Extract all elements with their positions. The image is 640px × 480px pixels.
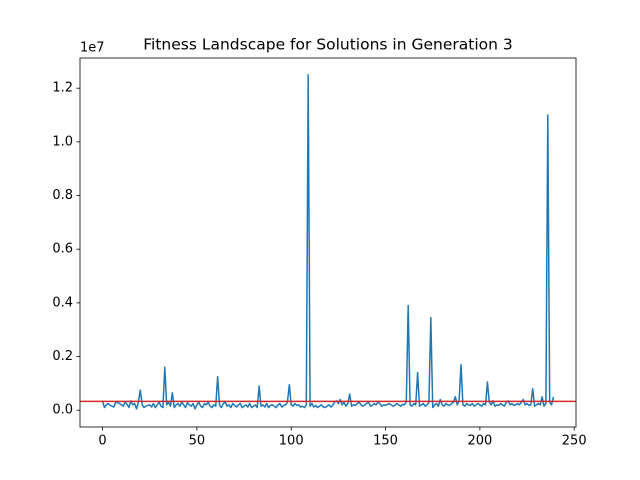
x-tick-label: 50 bbox=[189, 434, 206, 449]
y-tick-label: 1.0 bbox=[52, 134, 73, 149]
y-tick-label: 0.4 bbox=[52, 295, 73, 310]
y-tick-label: 0.8 bbox=[52, 188, 73, 203]
y-tick-label: 1.2 bbox=[52, 81, 73, 96]
x-tick-label: 150 bbox=[373, 434, 398, 449]
y-tick-label: 0.2 bbox=[52, 349, 73, 364]
axes-frame bbox=[79, 57, 577, 428]
y-tick-label: 0.6 bbox=[52, 242, 73, 257]
x-tick-label: 200 bbox=[467, 434, 492, 449]
x-tick-label: 250 bbox=[562, 434, 587, 449]
x-tick-label: 100 bbox=[279, 434, 304, 449]
y-offset-label: 1e7 bbox=[80, 41, 105, 56]
data-line bbox=[101, 74, 555, 410]
chart-title: Fitness Landscape for Solutions in Gener… bbox=[143, 36, 513, 54]
y-tick-label: 0.0 bbox=[52, 403, 73, 418]
x-tick-label: 0 bbox=[98, 434, 106, 449]
